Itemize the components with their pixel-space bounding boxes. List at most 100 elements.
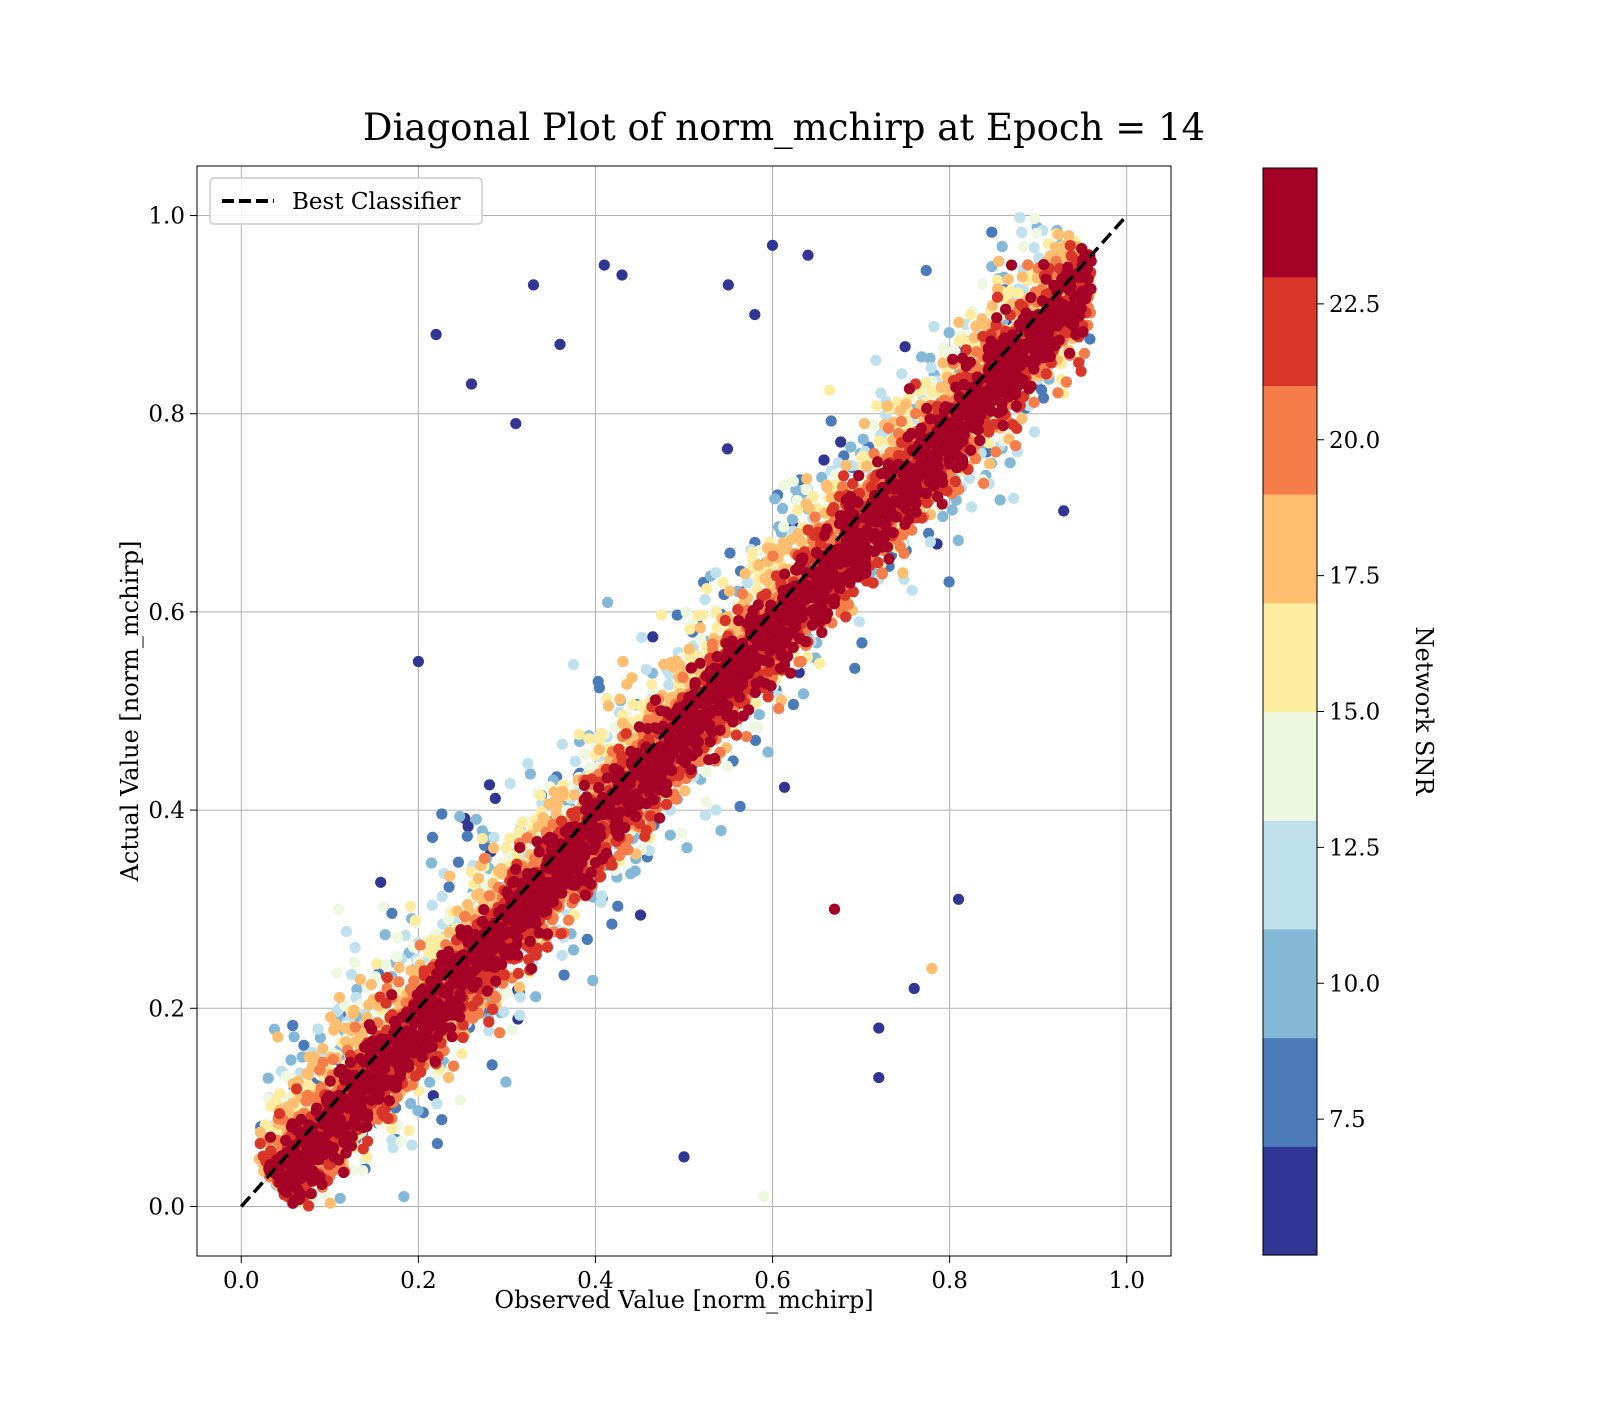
scatter-point xyxy=(873,1023,884,1034)
scatter-point xyxy=(1029,213,1040,224)
scatter-point xyxy=(900,398,911,409)
scatter-point xyxy=(1079,348,1090,359)
scatter-point xyxy=(487,1059,498,1070)
scatter-point xyxy=(814,658,825,669)
scatter-point xyxy=(1029,426,1040,437)
scatter-point xyxy=(568,659,579,670)
scatter-point xyxy=(599,260,610,271)
scatter-point xyxy=(489,832,500,843)
scatter-point xyxy=(579,748,590,759)
scatter-point xyxy=(459,911,470,922)
scatter-point xyxy=(701,767,712,778)
scatter-point xyxy=(453,857,464,868)
scatter-point xyxy=(272,1031,283,1042)
scatter-point xyxy=(1029,242,1040,253)
scatter-point xyxy=(936,382,947,393)
scatter-point xyxy=(701,583,712,594)
scatter-point xyxy=(504,833,515,844)
scatter-point xyxy=(380,929,391,940)
scatter-point xyxy=(900,341,911,352)
scatter-point xyxy=(1014,212,1025,223)
scatter-point xyxy=(1029,397,1040,408)
scatter-point xyxy=(826,415,837,426)
scatter-point xyxy=(517,817,528,828)
scatter-point xyxy=(255,1127,266,1138)
scatter-point xyxy=(856,637,867,648)
scatter-point xyxy=(824,385,835,396)
scatter-point xyxy=(873,436,884,447)
scatter-point xyxy=(944,576,955,587)
scatter-point xyxy=(1016,413,1027,424)
scatter-point xyxy=(635,910,646,921)
scatter-point xyxy=(617,656,628,667)
scatter-point xyxy=(328,1054,339,1065)
scatter-point xyxy=(700,810,711,821)
scatter-point xyxy=(334,992,345,1003)
scatter-point xyxy=(740,568,751,579)
scatter-point xyxy=(612,901,623,912)
scatter-point xyxy=(724,548,735,559)
scatter-point xyxy=(684,643,695,654)
scatter-point xyxy=(700,594,711,605)
scatter-point xyxy=(681,842,692,853)
scatter-point xyxy=(722,761,733,772)
scatter-point xyxy=(335,1193,346,1204)
scatter-point xyxy=(868,420,879,431)
scatter-point xyxy=(681,607,692,618)
scatter-point xyxy=(263,1073,274,1084)
scatter-point xyxy=(778,521,789,532)
scatter-point xyxy=(317,1043,328,1054)
scatter-point xyxy=(412,1105,423,1116)
scatter-point xyxy=(953,535,964,546)
scatter-point xyxy=(328,1025,339,1036)
scatter-point xyxy=(715,825,726,836)
scatter-point xyxy=(695,622,706,633)
scatter-point xyxy=(366,979,377,990)
scatter-point xyxy=(462,831,473,842)
scatter-point xyxy=(1031,228,1042,239)
scatter-point xyxy=(859,418,870,429)
scatter-point xyxy=(466,378,477,389)
scatter-point xyxy=(378,901,389,912)
scatter-point xyxy=(822,482,833,493)
scatter-point xyxy=(454,811,465,822)
scatter-point xyxy=(849,663,860,674)
scatter-point xyxy=(332,967,343,978)
scatter-point xyxy=(570,756,581,767)
scatter-point xyxy=(522,758,533,769)
scatter-point xyxy=(477,833,488,844)
scatter-point xyxy=(722,443,733,454)
scatter-point xyxy=(1017,271,1028,282)
scatter-point xyxy=(871,400,882,411)
scatter-point xyxy=(993,256,1004,267)
scatter-point xyxy=(679,785,690,796)
scatter-point xyxy=(925,536,936,547)
scatter-point xyxy=(758,1191,769,1202)
scatter-point xyxy=(1005,457,1016,468)
scatter-point xyxy=(997,241,1008,252)
scatter-point xyxy=(676,828,687,839)
scatter-point xyxy=(303,1079,314,1090)
scatter-point xyxy=(954,335,965,346)
scatter-point xyxy=(557,739,568,750)
scatter-point xyxy=(873,1072,884,1083)
scatter-point xyxy=(995,494,1006,505)
scatter-point xyxy=(333,904,344,915)
scatter-point xyxy=(479,853,490,864)
scatter-point xyxy=(357,1165,368,1176)
scatter-point xyxy=(1010,440,1021,451)
scatter-point xyxy=(773,703,784,714)
scatter-point xyxy=(910,408,921,419)
scatter-point xyxy=(392,932,403,943)
scatter-point xyxy=(554,339,565,350)
scatter-point xyxy=(569,789,580,800)
scatter-point xyxy=(514,1010,525,1021)
scatter-point xyxy=(427,900,438,911)
scatter-point xyxy=(802,250,813,261)
scatter-point xyxy=(777,503,788,514)
scatter-point xyxy=(753,560,764,571)
scatter-point xyxy=(395,1136,406,1147)
scatter-point xyxy=(530,991,541,1002)
scatter-points xyxy=(254,212,1097,1212)
scatter-point xyxy=(1052,387,1063,398)
